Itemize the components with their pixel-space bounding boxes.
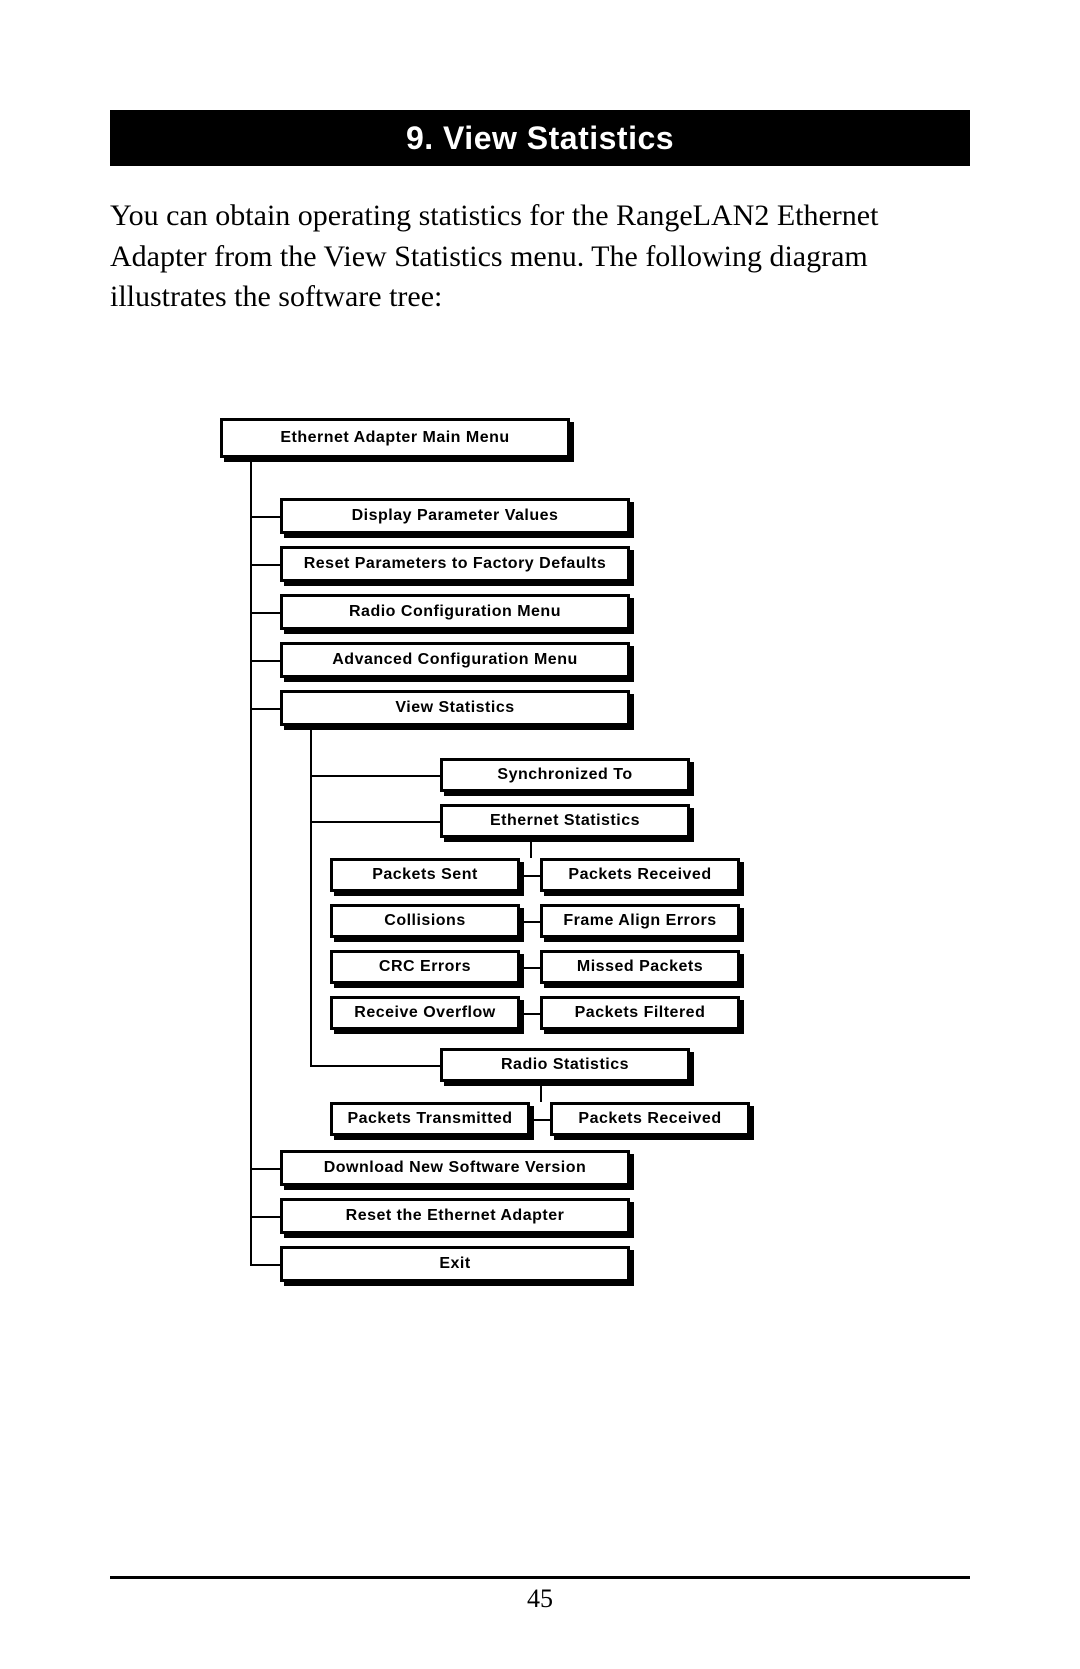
tree-connector [250,516,280,518]
tree-connector [310,821,440,823]
tree-node-rptfd: Reset Parameters to Factory Defaults [280,546,630,582]
tree-node-rcm: Radio Configuration Menu [280,594,630,630]
tree-connector [310,1065,440,1067]
tree-node-rs: Radio Statistics [440,1048,690,1082]
tree-node-e_pf: Packets Filtered [540,996,740,1030]
footer-rule [110,1576,970,1579]
tree-node-e_col: Collisions [330,904,520,938]
tree-connector [250,660,280,662]
tree-connector [310,775,440,777]
tree-node-r_pr: Packets Received [550,1102,750,1136]
tree-node-es: Ethernet Statistics [440,804,690,838]
tree-connector [250,564,280,566]
software-tree-diagram: Ethernet Adapter Main Menu Display Parame… [110,418,970,1398]
tree-node-exit: Exit [280,1246,630,1282]
tree-node-root: Ethernet Adapter Main Menu [220,418,570,458]
tree-node-e_crc: CRC Errors [330,950,520,984]
tree-node-e_pr: Packets Received [540,858,740,892]
tree-connector [250,1168,280,1170]
intro-paragraph: You can obtain operating statistics for … [110,196,970,318]
tree-connector [250,1216,280,1218]
tree-node-acm: Advanced Configuration Menu [280,642,630,678]
tree-node-e_fae: Frame Align Errors [540,904,740,938]
tree-connector [530,838,532,858]
tree-node-e_mp: Missed Packets [540,950,740,984]
tree-connector [250,458,252,1264]
tree-connector [250,1264,280,1266]
page-number: 45 [0,1584,1080,1614]
tree-node-dpv: Display Parameter Values [280,498,630,534]
tree-connector [250,612,280,614]
tree-node-syn: Synchronized To [440,758,690,792]
tree-node-r_pt: Packets Transmitted [330,1102,530,1136]
section-title: 9. View Statistics [110,110,970,166]
tree-node-vs: View Statistics [280,690,630,726]
tree-connector [250,708,280,710]
tree-node-e_ps: Packets Sent [330,858,520,892]
tree-connector [540,1082,542,1102]
page: 9. View Statistics You can obtain operat… [0,0,1080,1669]
tree-node-e_ro: Receive Overflow [330,996,520,1030]
tree-node-dnsv: Download New Software Version [280,1150,630,1186]
tree-node-rea: Reset the Ethernet Adapter [280,1198,630,1234]
